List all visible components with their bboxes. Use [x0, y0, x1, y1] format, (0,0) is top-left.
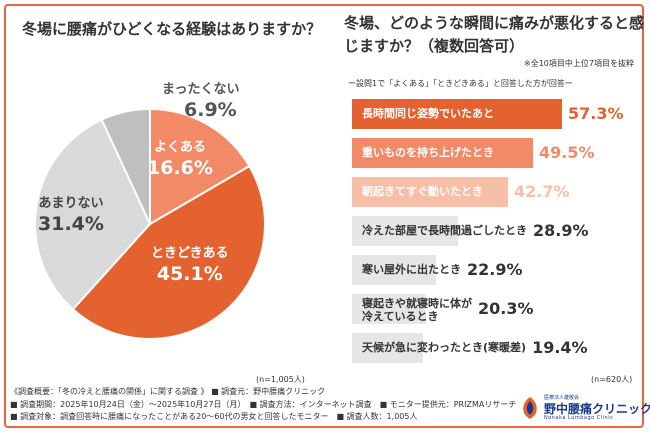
bar-category-label-line: 冷えているとき [362, 310, 439, 323]
bar-row: 長時間同じ姿勢でいたあと 57.3% [352, 99, 626, 129]
clinic-logo-english: Nonaka Lumbago Clinic [544, 415, 614, 421]
pie-label-often: よくある 16.6% [147, 140, 213, 180]
bar-category-label: 重いものを持ち上げたとき [362, 146, 494, 159]
left-sample-size: (n=1,005人) [256, 375, 305, 384]
bar-value-label: 22.9% [467, 260, 523, 279]
bar-value-label: 42.7% [514, 182, 570, 201]
bar-category-label-line: 寝起きや就寝時に体が [362, 297, 472, 310]
bar-category-label: 長時間同じ姿勢でいたあと [362, 107, 494, 120]
respondent-note: ー設問1で「よくある」「ときどきある」と回答した方が回答ー [348, 79, 573, 88]
bar [352, 333, 423, 363]
clinic-logo-icon [523, 397, 537, 419]
clinic-logo-name: 野中腰痛クリニック [544, 402, 650, 416]
bar-category-label: 寒い屋外に出たとき [362, 263, 461, 276]
bar-row: 冷えた部屋で長時間過ごしたとき 28.9% [352, 216, 591, 246]
pie-value-label: 6.9% [184, 99, 237, 121]
bar [352, 216, 458, 246]
pie-category-label: ときどきある [151, 246, 229, 261]
left-question-title: 冬場に腰痛がひどくなる経験はありますか？ [22, 20, 322, 38]
right-sample-size: (n=620人) [591, 375, 633, 384]
pie-label-rarely: あまりない 31.4% [38, 196, 104, 236]
pie-slice-often [149, 107, 251, 226]
survey-footer: 《調査概要：「冬の冷えと腰痛の関係」に関する調査 》 ■ 調査元：野中腰痛クリニ… [10, 386, 517, 424]
right-question-title: 冬場、どのような瞬間に痛みが悪化すると感じますか？（複数回答可） [344, 14, 645, 55]
bar-value-label: 20.3% [478, 299, 534, 318]
clinic-logo: 医療法人雄敬会 野中腰痛クリニック Nonaka Lumbago Clinic [518, 394, 650, 422]
pie-category-label: まったくない [162, 82, 240, 97]
selection-note: ※全10項目中上位7項目を抜粋 [524, 59, 634, 68]
pie-value-label: 45.1% [156, 263, 223, 285]
footer-line-target: ■ 調査対象：調査回答時に腰痛になったことがある20～60代の男女と回答したモニ… [10, 412, 418, 421]
bar-row: 重いものを持ち上げたとき 49.5% [352, 138, 597, 168]
pie-category-label: よくある [153, 140, 206, 155]
pie-slice-never [100, 107, 151, 225]
bar [352, 255, 436, 285]
pie-slice-rarely [34, 118, 152, 311]
bar-value-label: 19.4% [532, 338, 588, 357]
bar-value-label: 28.9% [533, 221, 589, 240]
bar-category-label: 冷えた部屋で長時間過ごしたとき [362, 224, 527, 237]
bar-row: 寒い屋外に出たとき 22.9% [352, 255, 525, 285]
pie-category-label: あまりない [38, 196, 104, 211]
footer-line-overview: 《調査概要：「冬の冷えと腰痛の関係」に関する調査 》 ■ 調査元：野中腰痛クリニ… [10, 387, 326, 396]
bar [352, 99, 562, 129]
bar-row: 朝起きてすぐ動いたとき 42.7% [352, 177, 572, 207]
clinic-logo-corporation: 医療法人雄敬会 [544, 395, 580, 401]
footer-line-period: ■ 調査期間：2025年10月24日（金）～2025年10月27日（月） ■ 調… [10, 399, 517, 409]
pie-slice-sometimes [71, 164, 266, 340]
bar-value-label: 49.5% [539, 143, 595, 162]
bar [352, 138, 533, 168]
bar-category-label: 天候が急に変わったとき(寒暖差) [362, 341, 527, 354]
pie-label-never: まったくない 6.9% [162, 82, 239, 122]
pie-value-label: 31.4% [38, 213, 104, 235]
bar [352, 294, 426, 324]
bar-row: 天候が急に変わったとき(寒暖差) 19.4% [352, 333, 590, 363]
bar [352, 177, 508, 207]
bar-category-label: 朝起きてすぐ動いたとき [362, 185, 483, 198]
pie-label-sometimes: ときどきある 45.1% [151, 246, 229, 286]
bar-value-label: 57.3% [568, 104, 624, 123]
bar-row: 寝起きや就寝時に体が 冷えているとき 20.3% [352, 294, 536, 324]
bar-category-label: 寝起きや就寝時に体が 冷えているとき [362, 297, 472, 323]
pie-value-label: 16.6% [147, 157, 213, 179]
